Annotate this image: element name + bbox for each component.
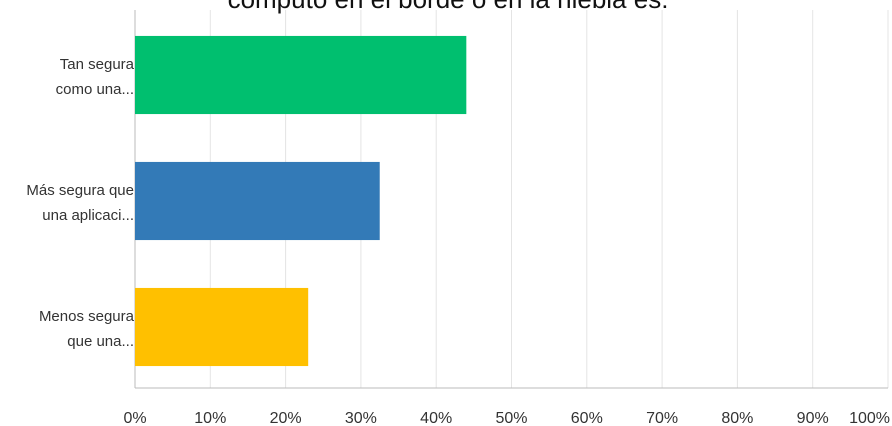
category-label: Menos segura que una... <box>39 308 135 350</box>
bars <box>135 35 467 367</box>
bar[interactable] <box>135 287 309 367</box>
category-labels: Tan segura como una... Más segura que una a… <box>26 56 134 350</box>
category-label: Más segura que una aplicaci... <box>26 182 134 224</box>
x-tick-label: 10% <box>194 410 226 426</box>
chart-title: cómputo en el borde o en la niebla es: <box>228 0 669 14</box>
x-tick-label: 70% <box>646 410 678 426</box>
category-label: Tan segura como una... <box>56 56 135 98</box>
x-tick-label: 0% <box>123 410 146 426</box>
x-tick-label: 60% <box>571 410 603 426</box>
x-tick-label: 30% <box>345 410 377 426</box>
x-tick-label: 80% <box>721 410 753 426</box>
x-axis-tick-labels: 0% 10% 20% 30% 40% 50% 60% 70% 80% 90% 100% <box>123 410 890 426</box>
x-tick-label: 50% <box>495 410 527 426</box>
bar[interactable] <box>135 161 380 241</box>
bar[interactable] <box>135 35 467 115</box>
x-tick-label: 40% <box>420 410 452 426</box>
x-tick-label: 100% <box>849 410 890 426</box>
x-tick-label: 90% <box>797 410 829 426</box>
x-tick-label: 20% <box>270 410 302 426</box>
